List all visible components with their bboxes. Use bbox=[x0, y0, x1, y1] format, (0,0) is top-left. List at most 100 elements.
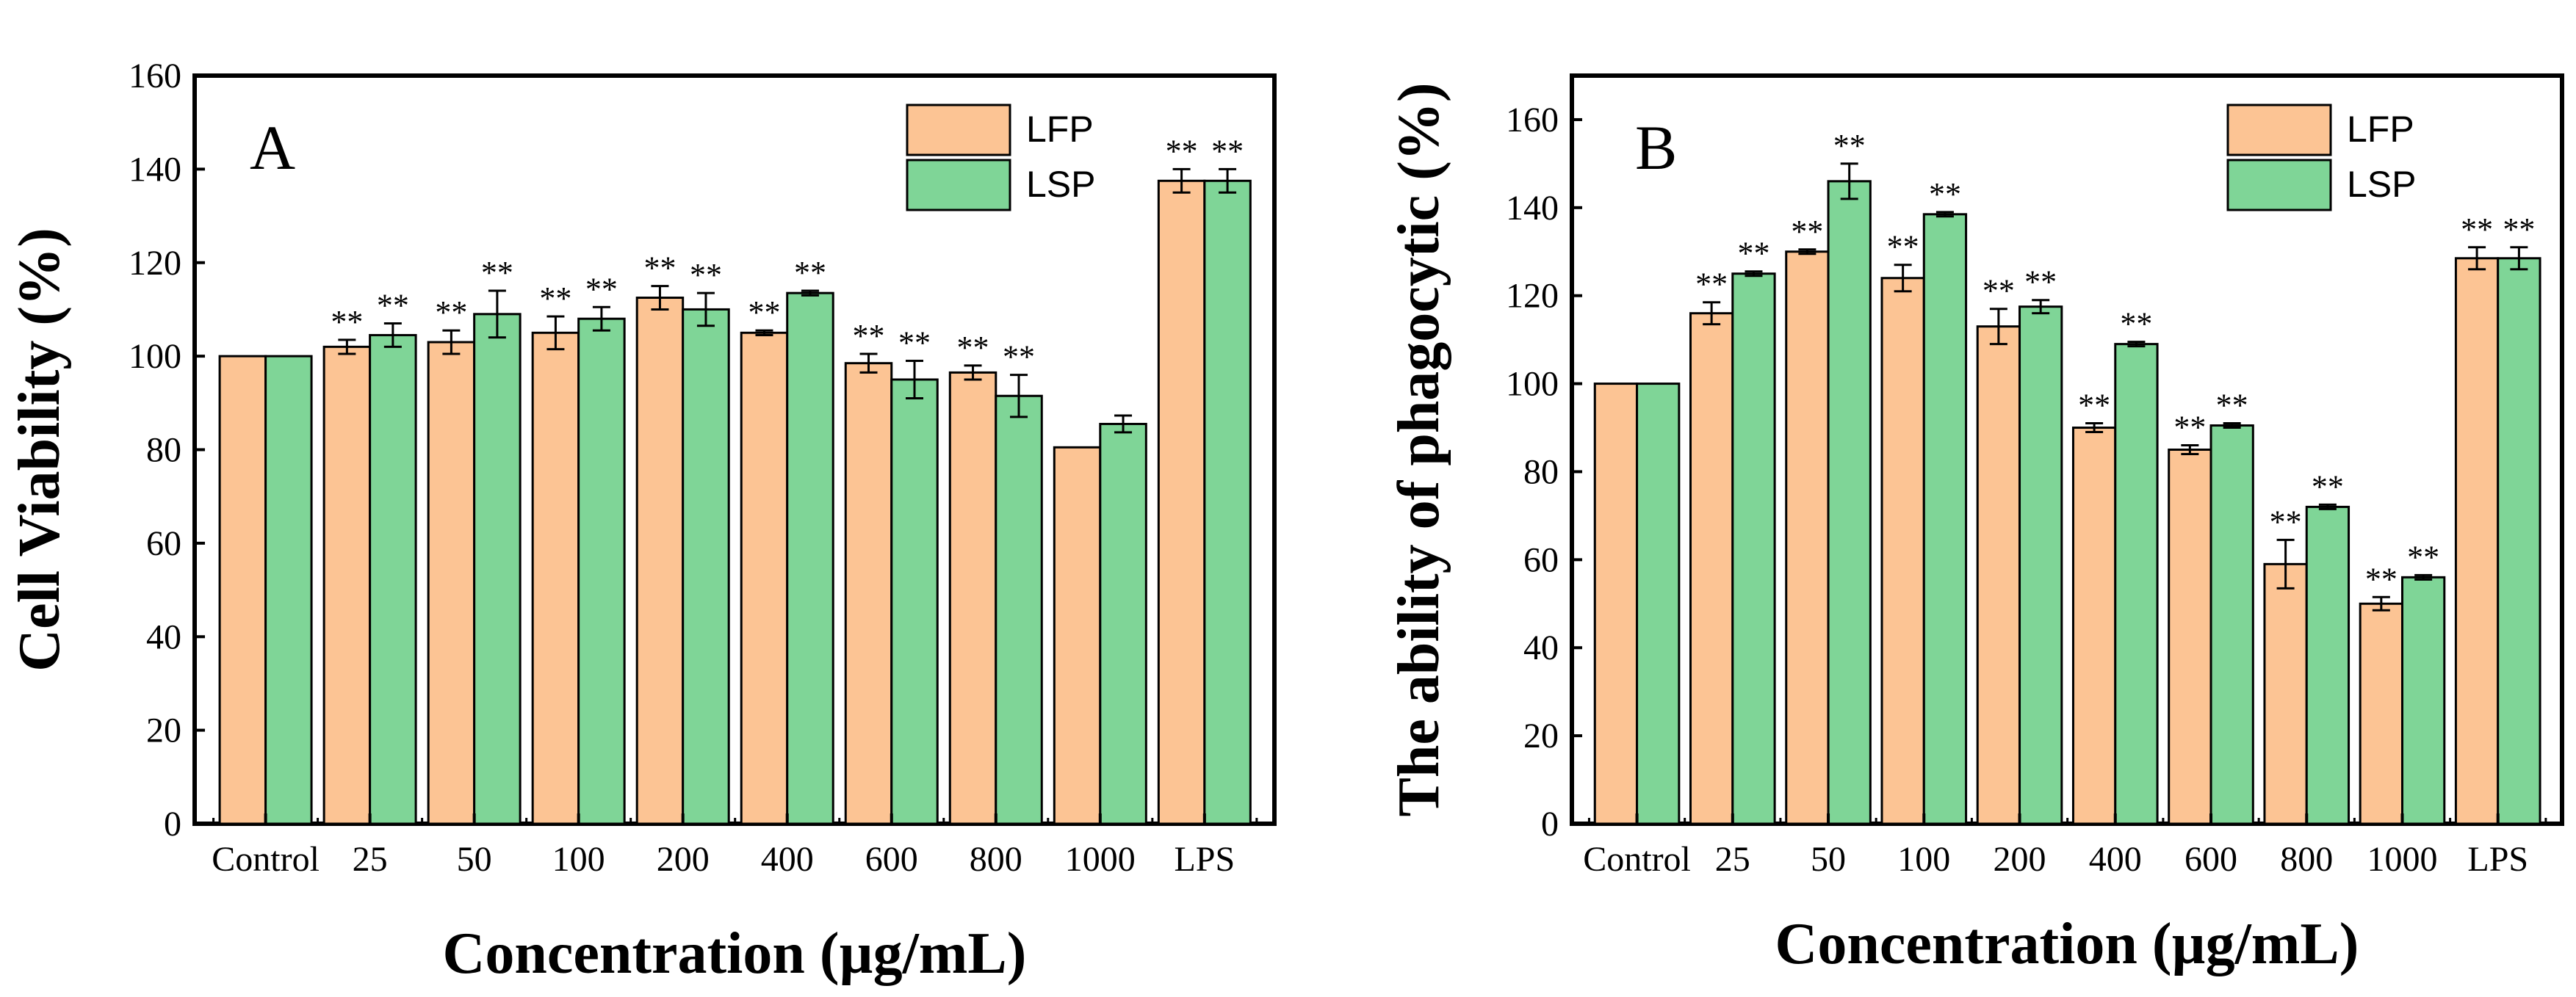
bar-lfp bbox=[322, 345, 372, 825]
significance-label: ** bbox=[794, 255, 826, 291]
bar-lsp bbox=[890, 378, 939, 825]
bar-lfp bbox=[2071, 427, 2117, 825]
x-tick-label: 800 bbox=[970, 840, 1022, 879]
x-tick-label: 600 bbox=[2184, 840, 2237, 879]
bar-lsp bbox=[1203, 179, 1252, 825]
x-tick-label: 50 bbox=[1811, 840, 1846, 879]
legend-swatch-lsp bbox=[906, 159, 1011, 211]
x-tick-label: Control bbox=[1583, 840, 1691, 879]
x-tick-label: 25 bbox=[353, 840, 388, 879]
legend-label: LFP bbox=[2347, 109, 2414, 150]
panel-letter: A bbox=[250, 112, 295, 183]
bar-lfp bbox=[635, 297, 685, 825]
bar-lfp bbox=[948, 371, 997, 825]
significance-label: ** bbox=[2270, 504, 2302, 540]
bar-lfp bbox=[1053, 446, 1102, 825]
x-tick-label: LPS bbox=[1174, 840, 1235, 879]
bar-lsp bbox=[2497, 257, 2541, 825]
x-tick-label: LPS bbox=[2467, 840, 2528, 879]
significance-label: ** bbox=[748, 294, 780, 330]
significance-label: ** bbox=[2078, 388, 2110, 424]
bar-lsp bbox=[2114, 343, 2159, 825]
bar-lfp bbox=[1157, 179, 1206, 825]
significance-label: ** bbox=[1833, 128, 1866, 164]
panel-a-chart: 0 20 40 60 80 100 120 140 160 Control ** ** 25 ** ** 50… bbox=[7, 57, 1277, 986]
y-tick-label: 0 bbox=[1541, 805, 1559, 844]
bar-lsp bbox=[2018, 305, 2063, 825]
y-tick-label: 40 bbox=[1523, 628, 1559, 667]
significance-label: ** bbox=[1166, 133, 1198, 169]
bar-lfp bbox=[1593, 383, 1639, 825]
significance-label: ** bbox=[377, 288, 409, 324]
bar-lsp bbox=[369, 333, 417, 825]
y-tick-label: 0 bbox=[164, 805, 181, 844]
y-tick-label: 160 bbox=[1506, 101, 1559, 139]
significance-label: ** bbox=[1929, 176, 1961, 212]
bar-lsp bbox=[264, 355, 313, 825]
bar-lsp bbox=[2305, 505, 2350, 825]
x-axis-title: Concentration (µg/mL) bbox=[443, 921, 1027, 986]
significance-label: ** bbox=[2312, 468, 2344, 504]
y-tick-label: 120 bbox=[129, 244, 181, 283]
significance-label: ** bbox=[2173, 410, 2206, 446]
bar-lfp bbox=[740, 331, 789, 825]
x-tick-label: 200 bbox=[657, 840, 710, 879]
significance-label: ** bbox=[2120, 306, 2152, 342]
bar-lsp bbox=[1099, 422, 1147, 825]
x-tick-label: 1000 bbox=[1065, 840, 1136, 879]
significance-label: ** bbox=[690, 257, 722, 293]
y-tick-label: 80 bbox=[1523, 452, 1559, 491]
bar-lsp bbox=[995, 394, 1043, 825]
legend-label: LSP bbox=[1026, 164, 1096, 205]
y-axis-title: Cell Viability (%) bbox=[7, 228, 72, 671]
legend-swatch-lfp bbox=[906, 104, 1011, 156]
x-tick-label: 100 bbox=[1897, 840, 1950, 879]
bar-lsp bbox=[473, 313, 522, 825]
y-axis-title: The ability of phagocytic (%) bbox=[1387, 83, 1451, 817]
significance-label: ** bbox=[853, 318, 885, 354]
y-tick-label: 120 bbox=[1506, 277, 1559, 316]
y-tick-label: 100 bbox=[1506, 365, 1559, 404]
x-tick-label: 25 bbox=[1715, 840, 1750, 879]
bar-lfp bbox=[427, 341, 476, 825]
x-tick-label: 400 bbox=[2089, 840, 2142, 879]
bar-lfp bbox=[1689, 312, 1734, 825]
significance-label: ** bbox=[435, 294, 467, 330]
legend-label: LSP bbox=[2347, 164, 2417, 205]
x-tick-label: 800 bbox=[2280, 840, 2333, 879]
significance-label: ** bbox=[331, 304, 363, 340]
y-tick-label: 140 bbox=[1506, 189, 1559, 228]
significance-label: ** bbox=[2024, 264, 2057, 300]
significance-label: ** bbox=[539, 280, 571, 316]
x-tick-label: 200 bbox=[1994, 840, 2046, 879]
significance-label: ** bbox=[2216, 388, 2248, 424]
significance-label: ** bbox=[2461, 211, 2493, 247]
x-tick-label: Control bbox=[212, 840, 320, 879]
y-tick-label: 60 bbox=[1523, 540, 1559, 579]
bar-lfp bbox=[2359, 602, 2403, 825]
bar-lsp bbox=[682, 308, 730, 825]
bar-lfp bbox=[2168, 449, 2212, 825]
significance-label: ** bbox=[1791, 214, 1823, 250]
bar-lfp bbox=[1880, 277, 1925, 825]
x-tick-label: 600 bbox=[865, 840, 918, 879]
bar-lfp bbox=[1785, 250, 1830, 825]
y-tick-label: 80 bbox=[146, 431, 181, 470]
legend-swatch-lfp bbox=[2226, 104, 2332, 156]
bar-lsp bbox=[2400, 576, 2446, 825]
y-tick-label: 100 bbox=[129, 337, 181, 376]
bar-lfp bbox=[531, 331, 580, 825]
x-tick-label: 100 bbox=[552, 840, 605, 879]
significance-label: ** bbox=[585, 271, 618, 307]
bar-lsp bbox=[786, 291, 834, 825]
y-tick-label: 60 bbox=[146, 524, 181, 563]
x-tick-label: 1000 bbox=[2367, 840, 2437, 879]
significance-label: ** bbox=[2503, 211, 2535, 247]
bar-lsp bbox=[1827, 180, 1872, 825]
legend-swatch-lsp bbox=[2226, 159, 2332, 211]
significance-label: ** bbox=[1211, 133, 1244, 169]
bar-lfp bbox=[218, 355, 267, 825]
bar-lfp bbox=[844, 362, 893, 825]
y-tick-label: 140 bbox=[129, 150, 181, 189]
